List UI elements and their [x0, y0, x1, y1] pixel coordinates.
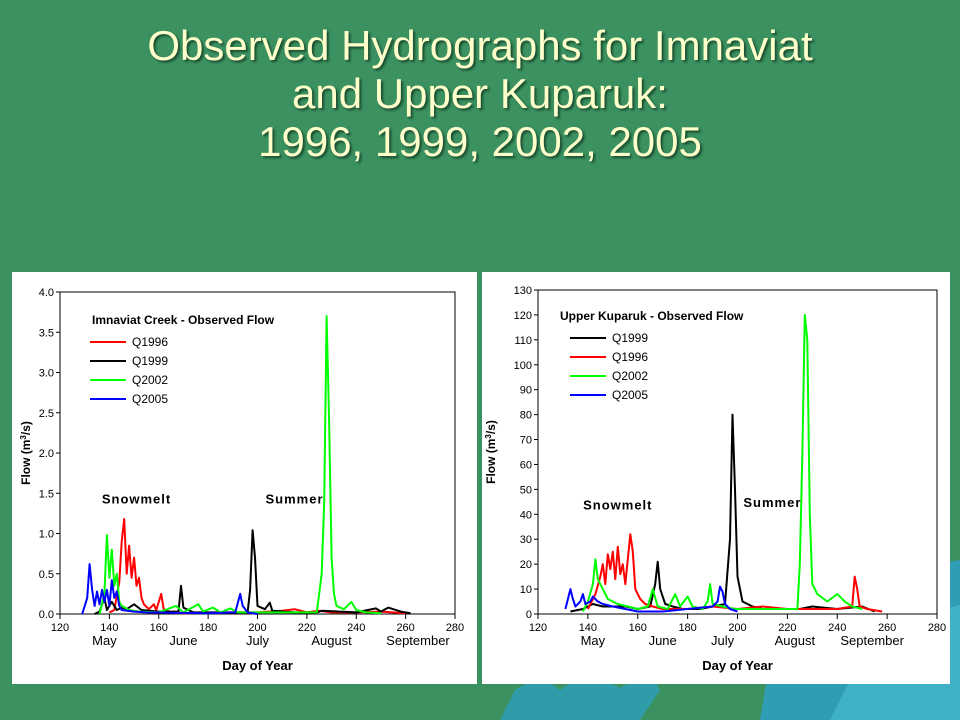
- series-line-q2002: [98, 315, 381, 615]
- x-tick-label: 220: [778, 622, 796, 634]
- x-tick-label: 160: [150, 622, 168, 634]
- series-line-q1996: [587, 533, 883, 613]
- y-tick-label: 0.0: [39, 609, 54, 621]
- month-label: June: [169, 633, 197, 648]
- chart-title: Imnaviat Creek - Observed Flow: [92, 313, 275, 327]
- annotation-label: Snowmelt: [583, 497, 652, 512]
- y-axis-label: Flow (m3/s): [19, 421, 34, 485]
- kuparuk-hydrograph-chart: 0 10 20 30 40 50 60 70 80 90 100 110 120 130 120 140 160…: [482, 272, 950, 684]
- legend-label: Q2005: [132, 392, 168, 406]
- x-tick-label: 120: [529, 622, 547, 634]
- y-tick-label: 4.0: [39, 287, 54, 299]
- y-tick-label: 130: [514, 285, 532, 297]
- x-tick-label: 160: [629, 622, 647, 634]
- y-tick-label: 2.0: [39, 448, 54, 460]
- legend-label: Q2005: [612, 388, 648, 402]
- x-tick-label: 220: [298, 622, 316, 634]
- annotation-label: Summer: [743, 495, 801, 510]
- x-tick-label: 280: [446, 622, 464, 634]
- x-axis-label: Day of Year: [222, 658, 293, 673]
- plot-frame: [59, 291, 456, 615]
- legend-label: Q1999: [612, 331, 648, 345]
- series-line-q2005: [564, 585, 738, 613]
- y-tick-label: 40: [520, 509, 532, 521]
- y-axis-label-superscript: 3: [484, 434, 493, 439]
- series-line-q1999: [94, 529, 411, 615]
- x-tick-label: 260: [878, 622, 896, 634]
- annotation-label: Summer: [266, 492, 324, 507]
- y-tick-label: 60: [520, 459, 532, 471]
- y-tick-label: 20: [520, 559, 532, 571]
- y-tick-label: 110: [514, 335, 532, 347]
- month-label: September: [840, 633, 904, 648]
- slide-title: Observed Hydrographs for Imnaviat and Up…: [0, 22, 960, 166]
- y-tick-label: 90: [520, 385, 532, 397]
- y-tick-label: 1.0: [39, 529, 54, 541]
- month-label: August: [775, 633, 816, 648]
- y-tick-label: 3.5: [39, 327, 54, 339]
- month-label: May: [581, 633, 606, 648]
- x-tick-label: 200: [248, 622, 266, 634]
- chart-title: Upper Kuparuk - Observed Flow: [560, 309, 744, 323]
- x-tick-label: 260: [396, 622, 414, 634]
- x-tick-label: 200: [728, 622, 746, 634]
- y-tick-label: 70: [520, 435, 532, 447]
- legend-label: Q2002: [132, 373, 168, 387]
- y-tick-label: 100: [514, 360, 532, 372]
- y-axis-label: Flow (m3/s): [484, 420, 499, 484]
- title-line-1: Observed Hydrographs for Imnaviat: [147, 22, 813, 69]
- title-line-2: and Upper Kuparuk:: [292, 70, 668, 117]
- y-axis-label-superscript: 3: [19, 435, 28, 440]
- y-tick-label: 2.5: [39, 408, 54, 420]
- title-line-3: 1996, 1999, 2002, 2005: [258, 118, 702, 165]
- y-axis-label-part: Flow (m: [484, 439, 498, 484]
- month-label: July: [246, 633, 270, 648]
- month-label: May: [92, 633, 117, 648]
- series-line-q2005: [81, 563, 258, 615]
- y-tick-label: 50: [520, 484, 532, 496]
- x-tick-label: 180: [199, 622, 217, 634]
- x-tick-label: 180: [678, 622, 696, 634]
- imnaviat-hydrograph-chart: 0.0 0.5 1.0 1.5 2.0 2.5 3.0 3.5 4.0 120 140 160 180 2…: [12, 272, 477, 684]
- y-tick-label: 80: [520, 410, 532, 422]
- x-tick-label: 240: [828, 622, 846, 634]
- month-label: August: [311, 633, 352, 648]
- y-axis-label-part: /s): [19, 421, 33, 435]
- legend-label: Q1996: [612, 350, 648, 364]
- y-tick-label: 120: [514, 310, 532, 322]
- x-tick-label: 240: [347, 622, 365, 634]
- month-label: July: [711, 633, 735, 648]
- y-axis-label-part: /s): [484, 420, 498, 434]
- y-tick-label: 3.0: [39, 368, 54, 380]
- annotation-label: Snowmelt: [102, 492, 171, 507]
- x-tick-label: 280: [928, 622, 946, 634]
- x-tick-label: 140: [579, 622, 597, 634]
- x-tick-label: 120: [51, 622, 69, 634]
- legend-label: Q1999: [132, 354, 168, 368]
- legend-label: Q2002: [612, 369, 648, 383]
- legend-label: Q1996: [132, 335, 168, 349]
- x-tick-label: 140: [100, 622, 118, 634]
- month-label: September: [386, 633, 450, 648]
- series-line-q2002: [582, 313, 863, 612]
- y-tick-label: 30: [520, 534, 532, 546]
- x-axis-label: Day of Year: [702, 658, 773, 673]
- y-tick-label: 1.5: [39, 488, 54, 500]
- y-tick-label: 0.5: [39, 569, 54, 581]
- y-tick-label: 10: [520, 584, 532, 596]
- y-axis-label-part: Flow (m: [19, 440, 33, 485]
- month-label: June: [649, 633, 677, 648]
- y-tick-label: 0: [526, 609, 532, 621]
